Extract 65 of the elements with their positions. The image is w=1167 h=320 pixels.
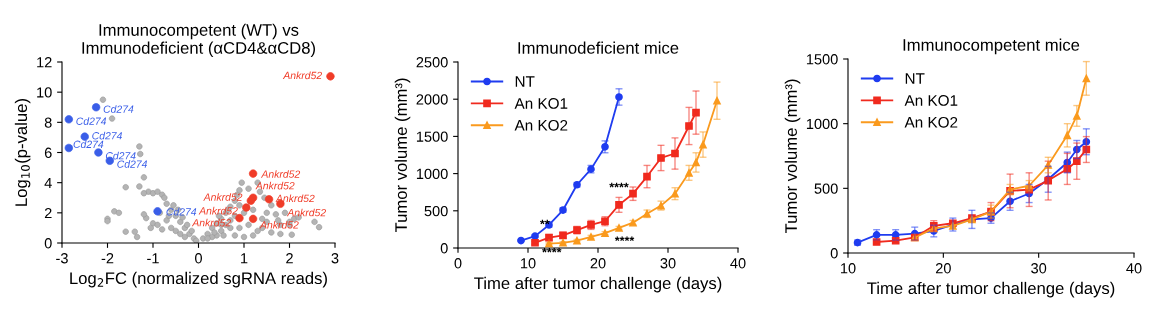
annotation: Cd274 xyxy=(73,140,104,148)
x-tick-label: 40 xyxy=(730,258,746,269)
x-tick-label: 20 xyxy=(935,263,951,274)
legend-label: An KO1 xyxy=(904,95,958,106)
x-tick-label: 30 xyxy=(660,258,676,269)
annotation: Cd274 xyxy=(166,207,197,216)
y-tick-label: 0 xyxy=(44,238,52,249)
annotation: Ankrd52 xyxy=(259,220,299,229)
legend-label: An KO1 xyxy=(514,98,568,109)
annotation: **** xyxy=(614,236,635,242)
y-tick-label: 8 xyxy=(44,117,52,128)
x-tick-label: 3 xyxy=(331,253,339,264)
y-axis-title: Tumor volume (mm³) xyxy=(784,79,801,234)
x-tick-label: 30 xyxy=(1031,263,1047,274)
y-tick-label: 2 xyxy=(44,207,52,219)
annotation: Cd274 xyxy=(117,160,148,168)
y-tick-label: 1000 xyxy=(416,168,448,180)
x-tick-label: 0 xyxy=(195,253,202,264)
annotation: Ankrd52 xyxy=(260,170,301,178)
annotation: Ankrd52 xyxy=(275,194,315,203)
y-tick-label: 1500 xyxy=(416,131,448,142)
x-axis-title: Time after tumor challenge (days) xyxy=(474,276,722,293)
annotation: Ankrd52 xyxy=(286,208,326,217)
annotation: **** xyxy=(609,182,629,188)
chart-title: Immunodeficient mice xyxy=(518,41,679,54)
y-tick-label: 10 xyxy=(37,87,52,98)
x-tick-label: -1 xyxy=(147,253,159,264)
chart-title: Immunocompetent mice xyxy=(903,38,1080,55)
x-axis-title: Time after tumor challenge (days) xyxy=(867,281,1115,298)
annotation: Cd274 xyxy=(103,105,134,113)
y-tick-label: 1000 xyxy=(806,118,838,130)
x-axis-title: Log$_{2}$FC (normalized sgRNA reads) xyxy=(70,271,327,288)
x-tick-label: 10 xyxy=(841,263,856,274)
legend-label: An KO2 xyxy=(904,116,958,128)
annotation: Cd274 xyxy=(76,117,107,125)
y-tick-label: 6 xyxy=(44,147,52,158)
x-tick-label: 20 xyxy=(590,258,606,269)
annotation: Ankrd52 xyxy=(191,218,231,227)
legend-label: An KO2 xyxy=(514,119,568,131)
annotation: Ankrd52 xyxy=(282,71,322,80)
y-axis-title: Log$_{10}$(p-value) xyxy=(14,99,31,206)
legend-label: NT xyxy=(905,73,925,84)
annotation: Ankrd52 xyxy=(255,181,295,190)
chart-title: Immunocompetent (WT) vs Immunodeficient (αCD4&αCD8) xyxy=(82,23,316,58)
annotation: **** xyxy=(542,247,562,253)
y-tick-label: 2500 xyxy=(416,57,448,68)
x-tick-label: -2 xyxy=(101,253,114,264)
x-tick-label: 40 xyxy=(1126,263,1142,274)
y-axis-title: Tumor volume (mm³) xyxy=(394,78,411,233)
annotation: Cd274 xyxy=(92,131,122,140)
y-tick-label: 0 xyxy=(440,243,448,254)
y-tick-label: 500 xyxy=(814,183,838,194)
x-tick-label: 2 xyxy=(286,253,293,264)
x-tick-label: 0 xyxy=(454,258,462,269)
y-tick-label: 1500 xyxy=(806,54,838,65)
y-tick-label: 12 xyxy=(37,57,52,68)
annotation: Ankrd52 xyxy=(203,193,243,201)
x-tick-label: 1 xyxy=(241,253,248,264)
x-tick-label: 10 xyxy=(521,258,536,269)
legend-label: NT xyxy=(515,76,535,87)
y-tick-label: 2000 xyxy=(416,94,448,105)
y-tick-label: 4 xyxy=(44,177,52,188)
x-tick-label: -3 xyxy=(56,253,68,264)
y-tick-label: 500 xyxy=(424,205,448,217)
annotation: Ankrd52 xyxy=(198,206,238,215)
